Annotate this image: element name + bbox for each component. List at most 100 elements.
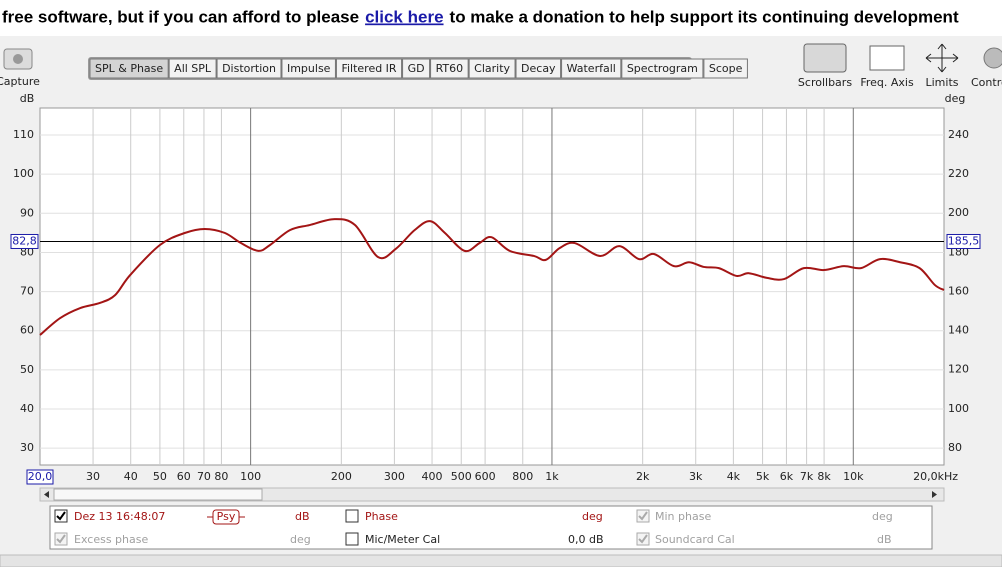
tab[interactable]: All SPL — [168, 58, 217, 79]
y-axis-label: dB — [20, 92, 35, 105]
donation-link[interactable]: click here — [365, 7, 443, 26]
mic-cal-value: 0,0 dB — [568, 533, 604, 546]
y2-tick-label: 240 — [948, 128, 969, 141]
tab[interactable]: Distortion — [216, 58, 282, 79]
limits-icon[interactable] — [925, 43, 959, 73]
x-min-field[interactable] — [26, 469, 54, 485]
banner-text: free software, but if you can afford to … — [2, 7, 359, 26]
tool-label[interactable]: Contro — [971, 76, 1002, 89]
x-tick-label: 40 — [124, 470, 138, 483]
tab[interactable]: Clarity — [468, 58, 516, 79]
scrollbar[interactable] — [39, 487, 945, 502]
plot-area — [39, 107, 945, 466]
tab-label: All SPL — [174, 62, 212, 75]
checkbox[interactable] — [345, 532, 359, 546]
x-tick-label: 1k — [545, 470, 559, 483]
tab-bg — [335, 58, 403, 79]
scroll-thumb[interactable] — [53, 488, 263, 501]
y-tick-label: 40 — [20, 402, 34, 415]
tab-bar: SPL & Phase All SPL Distortion Impulse Filte… — [88, 57, 748, 80]
x-tick-label: 800 — [512, 470, 533, 483]
x-tick-label: 200 — [331, 470, 352, 483]
x-tick-label: 10k — [843, 470, 864, 483]
banner-bg — [0, 0, 1002, 36]
x-tick-label: 100 — [240, 470, 261, 483]
tab-bg — [468, 58, 516, 79]
y-tick-label: 100 — [13, 167, 34, 180]
y2-tick-label: 200 — [948, 206, 969, 219]
trace-name[interactable]: Dez 13 16:48:07 — [74, 510, 165, 523]
x-tick-label: 70 — [197, 470, 211, 483]
cursor-box — [946, 233, 981, 249]
tab[interactable]: GD — [402, 58, 431, 79]
tab[interactable]: Impulse — [281, 58, 336, 79]
unit: dB — [877, 533, 892, 546]
tab-bg — [89, 58, 169, 79]
checkmark — [638, 534, 648, 544]
tool-icons — [803, 43, 1002, 73]
x-tick-label: 20,0kHz — [913, 470, 958, 483]
capture-button[interactable]: Capture — [0, 48, 40, 88]
tab[interactable]: Filtered IR — [335, 58, 403, 79]
smoothing: Psy — [217, 510, 236, 523]
unit: deg — [582, 510, 603, 523]
tab-label: Impulse — [287, 62, 331, 75]
freq-axis-icon[interactable] — [869, 45, 905, 71]
tab-bg — [281, 58, 336, 79]
tab[interactable]: RT60 — [430, 58, 469, 79]
tab-label: SPL & Phase — [95, 62, 163, 75]
y2-tick-label: 160 — [948, 284, 969, 297]
x-tick-label: 50 — [153, 470, 167, 483]
y2-tick-label: 120 — [948, 363, 969, 376]
tab[interactable]: Decay — [515, 58, 562, 79]
capture-icon — [13, 54, 23, 64]
y-tick-label: 50 — [20, 363, 34, 376]
smoothing-box[interactable] — [212, 509, 240, 525]
x-tick-label: 3k — [689, 470, 703, 483]
checkbox[interactable] — [345, 509, 359, 523]
tab-bg — [430, 58, 469, 79]
tab-bg — [402, 58, 431, 79]
tab[interactable]: Scope — [703, 58, 748, 79]
y2-tick-label: 80 — [948, 441, 962, 454]
tab[interactable]: Waterfall — [561, 58, 622, 79]
phase-label: Phase — [365, 510, 398, 523]
tab[interactable]: SPL & Phase — [89, 58, 169, 79]
x-tick-label: 5k — [756, 470, 770, 483]
y-tick-label: 60 — [20, 324, 34, 337]
tab-bg — [515, 58, 562, 79]
unit: deg — [290, 533, 311, 546]
excess-phase-label: Excess phase — [74, 533, 148, 546]
controls-icon[interactable] — [983, 47, 1002, 69]
y2-tick-label: 220 — [948, 167, 969, 180]
x-tick-label: 600 — [475, 470, 496, 483]
mic-cal-label: Mic/Meter Cal — [365, 533, 440, 546]
x-tick-label: 400 — [422, 470, 443, 483]
y-tick-label: 70 — [20, 285, 34, 298]
plot: 3040506070809010011080100120140160180200… — [10, 108, 981, 485]
tool-label[interactable]: Limits — [926, 76, 959, 89]
x-tick-label: 300 — [384, 470, 405, 483]
tab-bg — [561, 58, 622, 79]
tab-bg — [703, 58, 748, 79]
min-phase-label: Min phase — [655, 510, 711, 523]
spl-trace — [39, 218, 945, 336]
y-tick-label: 90 — [20, 206, 34, 219]
tab-label: Scope — [709, 62, 743, 75]
x-tick-label: 7k — [800, 470, 814, 483]
banner-text: to make a donation to help support its c… — [450, 7, 959, 26]
tool-label[interactable]: Freq. Axis — [860, 76, 914, 89]
scrollbars-icon[interactable] — [803, 43, 847, 73]
tab-label: Decay — [521, 62, 556, 75]
capture-label: Capture — [0, 75, 40, 88]
cursor-box — [10, 233, 39, 249]
trace-panel — [49, 505, 933, 550]
y2-tick-label: 140 — [948, 324, 969, 337]
x-tick-label: 500 — [451, 470, 472, 483]
tool-label[interactable]: Scrollbars — [798, 76, 852, 89]
cursor-label: 82,8 — [12, 234, 37, 247]
tab-label: Clarity — [474, 62, 510, 75]
tab[interactable]: Spectrogram — [621, 58, 704, 79]
